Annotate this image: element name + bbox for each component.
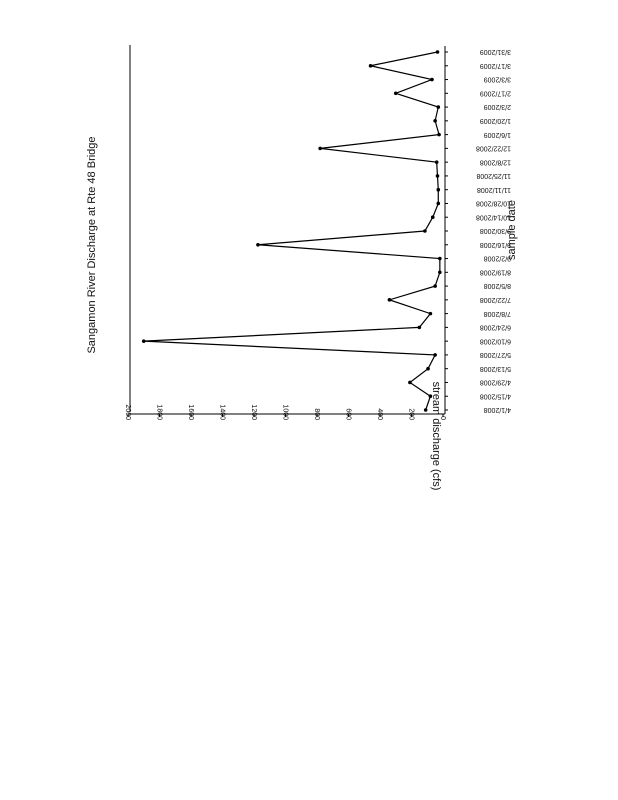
x-tick-label: 12/8/2008: [480, 158, 511, 165]
data-point: [430, 77, 434, 82]
x-tick-label: 5/27/2008: [480, 351, 511, 358]
x-tick-label: 6/24/2008: [480, 324, 511, 331]
y-tick-label: 200: [408, 408, 415, 420]
data-point: [423, 229, 427, 233]
x-tick-label: 2/3/2009: [484, 103, 511, 110]
x-tick-label: 8/19/2008: [480, 268, 511, 275]
x-tick-label: 4/1/2008: [484, 406, 511, 413]
x-tick-label: 4/15/2008: [480, 392, 511, 399]
y-tick-label: 400: [376, 408, 383, 420]
data-point: [426, 366, 430, 371]
x-axis-title: sample date: [506, 200, 518, 260]
y-tick-label: 800: [313, 408, 320, 420]
chart-title: Sangamon River Discharge at Rte 48 Bridg…: [86, 136, 98, 353]
x-tick-label: 11/11/2008: [477, 186, 511, 193]
y-tick-label: 1200: [250, 404, 257, 420]
x-tick-label: 4/29/2008: [480, 379, 511, 386]
x-tick-label: 3/31/2009: [480, 48, 511, 55]
x-tick-label: 6/10/2008: [480, 337, 511, 344]
x-tick-label: 10/14/2008: [476, 213, 511, 220]
x-tick-label: 1/20/2009: [480, 117, 511, 124]
x-tick-label: 8/5/2008: [484, 282, 511, 289]
y-axis-title: stream discharge (cfs): [430, 382, 442, 491]
data-point: [438, 270, 442, 275]
x-tick-label: 3/17/2009: [480, 62, 511, 69]
x-tick-label: 10/28/2008: [476, 200, 511, 207]
y-tick-label: 600: [345, 408, 352, 420]
data-point: [428, 311, 433, 316]
y-tick-label: 1400: [219, 404, 226, 420]
data-point: [141, 339, 146, 343]
data-point: [433, 284, 437, 288]
x-tick-label: 9/2/2008: [484, 255, 511, 262]
data-point: [256, 242, 260, 247]
y-tick-label: 2000: [124, 404, 131, 420]
data-point: [435, 174, 440, 178]
x-tick-label: 11/25/2008: [476, 172, 511, 179]
data-point: [387, 298, 392, 302]
data-point: [434, 160, 439, 164]
data-point: [435, 50, 440, 54]
data-point: [393, 91, 398, 96]
y-tick-label: 1800: [156, 404, 163, 420]
data-point: [430, 215, 435, 220]
data-point: [436, 201, 441, 206]
x-tick-label: 5/13/2008: [480, 365, 511, 372]
x-tick-label: 12/22/2008: [476, 145, 511, 152]
y-tick-label: 1000: [282, 404, 289, 420]
x-tick-label: 9/16/2008: [480, 241, 511, 248]
data-point: [438, 256, 442, 261]
y-tick-label: 0: [439, 416, 446, 420]
x-tick-label: 9/30/2008: [480, 227, 511, 234]
x-tick-label: 2/17/2009: [480, 89, 511, 96]
data-point: [437, 132, 441, 137]
data-point: [417, 325, 422, 330]
y-tick-label: 1600: [187, 404, 194, 420]
data-point: [368, 63, 373, 68]
data-point: [318, 146, 322, 151]
x-tick-label: 3/3/2009: [484, 76, 511, 83]
x-tick-label: 7/22/2008: [480, 296, 511, 303]
data-point: [428, 394, 433, 399]
x-tick-label: 1/6/2009: [484, 131, 511, 138]
rotated-chart: Sangamon River Discharge at Rte 48 Bridg…: [86, 45, 518, 490]
data-point: [408, 380, 412, 385]
data-point: [436, 105, 441, 109]
x-tick-label: 7/8/2008: [484, 310, 511, 317]
data-point: [433, 353, 437, 357]
data-point: [423, 408, 428, 412]
data-point: [433, 119, 437, 123]
data-point: [436, 187, 441, 192]
